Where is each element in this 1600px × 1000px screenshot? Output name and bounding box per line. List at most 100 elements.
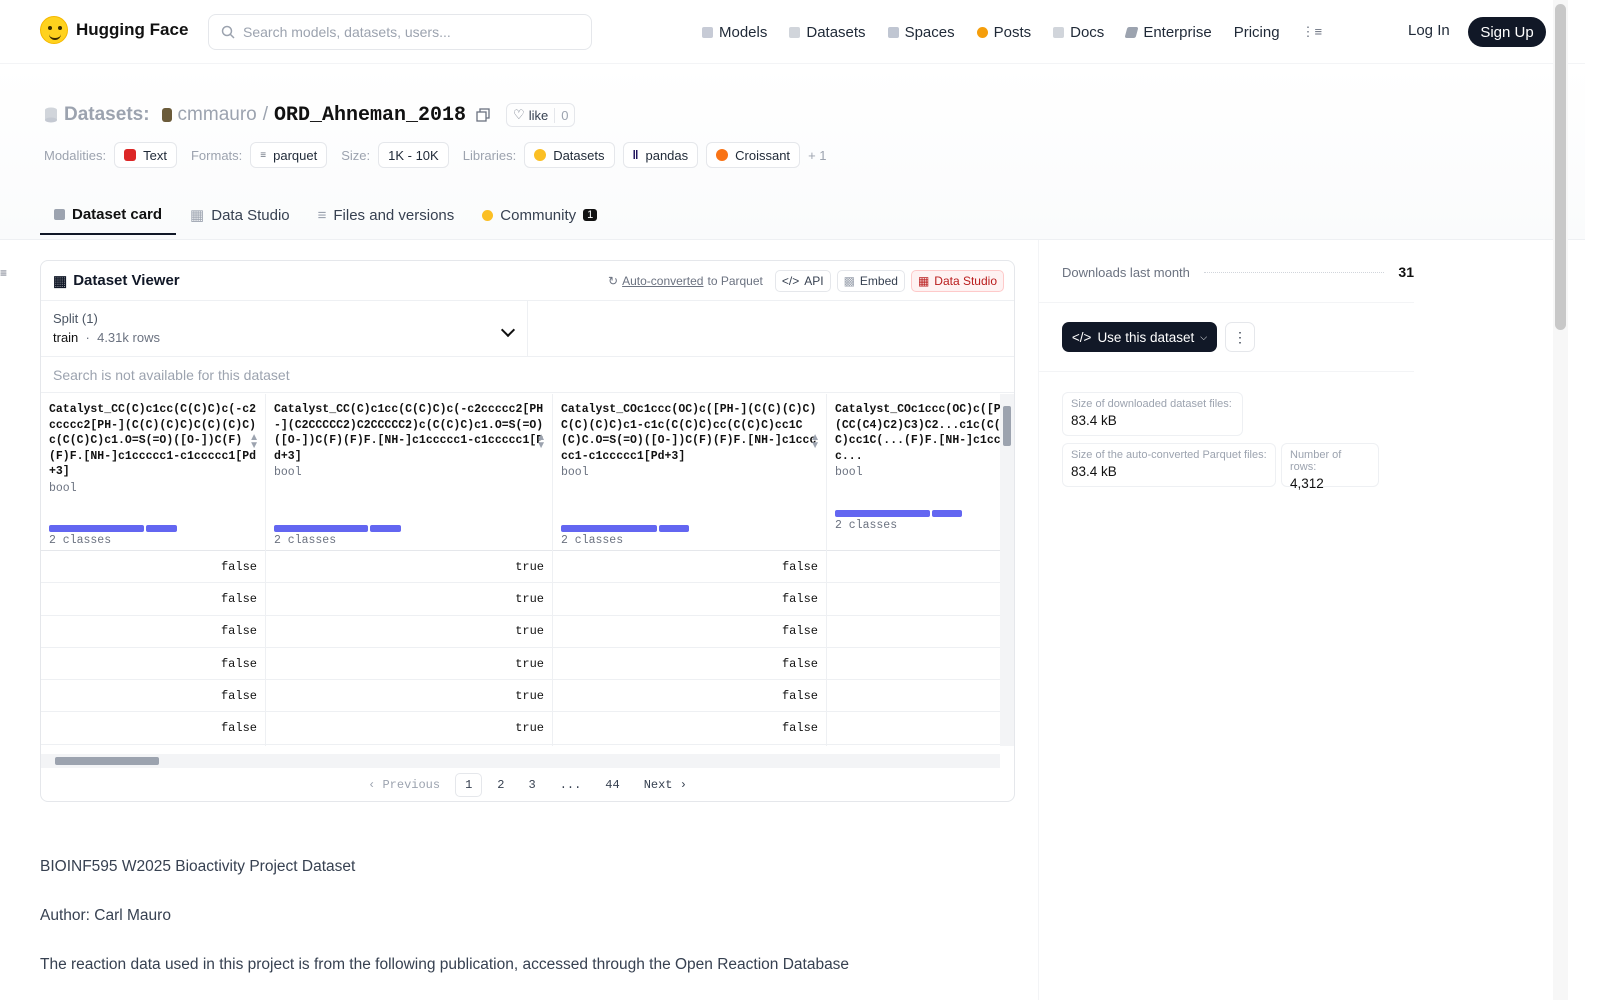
nav-datasets[interactable]: Datasets [789, 17, 866, 47]
next-page-button[interactable]: Next › [643, 778, 687, 792]
scroll-thumb[interactable] [1003, 406, 1011, 446]
table-cell[interactable]: false [553, 648, 826, 681]
more-menu-icon[interactable]: ⋮≡ [1301, 24, 1323, 39]
table-cell[interactable] [827, 680, 1000, 713]
table-cell[interactable]: false [553, 616, 826, 648]
tab-community[interactable]: Community 1 [468, 195, 611, 235]
previous-page-button[interactable]: ‹ Previous [368, 778, 441, 792]
column-header[interactable]: Catalyst_COc1ccc(OC)c([PH-](C23CC4CC(CC(… [827, 394, 1000, 551]
table-cell[interactable] [827, 583, 1000, 616]
column-classes: 2 classes [561, 534, 624, 547]
column-classes: 2 classes [835, 519, 898, 532]
search-input[interactable] [243, 24, 573, 40]
table-cell[interactable]: false [553, 583, 826, 616]
scroll-thumb[interactable] [55, 757, 159, 765]
table-cell[interactable]: true [266, 551, 552, 584]
sort-icon[interactable]: ▲ ▼ [536, 432, 546, 451]
embed-button[interactable]: ▩ Embed [836, 270, 905, 292]
class-distribution[interactable] [561, 525, 689, 532]
table-cell[interactable]: true [266, 680, 552, 713]
table-cell[interactable] [827, 616, 1000, 648]
nav-docs[interactable]: Docs [1053, 17, 1104, 47]
table-cell[interactable]: true [266, 712, 552, 745]
table-cell[interactable]: true [266, 616, 552, 648]
more-libraries[interactable]: + 1 [808, 147, 827, 163]
sidebar-toggle-icon[interactable]: ≡ [0, 266, 8, 280]
class-distribution[interactable] [835, 510, 962, 517]
nav-spaces[interactable]: Spaces [887, 17, 955, 47]
column-header[interactable]: Catalyst_COc1ccc(OC)c([PH-](C(C)(C)C)C(C… [553, 394, 826, 551]
database-icon [45, 107, 57, 123]
tab-files-versions[interactable]: ≡ Files and versions [304, 195, 469, 235]
table-cell[interactable]: false [41, 616, 265, 648]
table-cell[interactable] [827, 648, 1000, 681]
dataset-name[interactable]: ORD_Ahneman_2018 [274, 103, 467, 127]
dataset-readme: BIOINF595 W2025 Bioactivity Project Data… [40, 855, 1000, 1000]
signup-button[interactable]: Sign Up [1468, 17, 1546, 47]
page-button[interactable]: 1 [455, 773, 483, 797]
page-scroll-thumb[interactable] [1555, 4, 1566, 330]
size-tag[interactable]: 1K - 10K [378, 142, 449, 168]
owner-link[interactable]: cmmauro [177, 104, 257, 125]
page-button[interactable]: 2 [497, 778, 505, 792]
table-cell[interactable]: false [553, 712, 826, 745]
table-cell[interactable]: false [553, 551, 826, 584]
auto-converted-link[interactable]: Auto-converted [622, 274, 704, 288]
pandas-icon: ‖ [632, 148, 639, 162]
class-distribution[interactable] [49, 525, 177, 532]
table-cell[interactable] [827, 551, 1000, 584]
nav-enterprise[interactable]: Enterprise [1124, 17, 1212, 47]
table-cell[interactable]: false [41, 583, 265, 616]
table-cell[interactable]: false [41, 551, 265, 584]
library-tag-datasets[interactable]: Datasets [524, 142, 615, 168]
posts-icon [976, 26, 988, 38]
page-button[interactable]: 44 [605, 778, 620, 792]
more-options-button[interactable]: ⋮ [1225, 322, 1255, 352]
column-0: Catalyst_CC(C)c1cc(C(C)C)c(-c2ccccc2[PH-… [41, 394, 266, 746]
column-header[interactable]: Catalyst_CC(C)c1cc(C(C)C)c(-c2ccccc2[PH-… [266, 394, 552, 551]
table-cell[interactable]: false [553, 680, 826, 713]
format-tag[interactable]: ≡ parquet [250, 142, 328, 168]
search-box[interactable] [208, 14, 592, 50]
column-name: Catalyst_CC(C)c1cc(C(C)C)c(-c2ccccc2[PH-… [49, 403, 257, 478]
dataset-card-icon [54, 208, 65, 220]
split-select[interactable]: Split (1) train · 4.31k rows [41, 301, 528, 356]
data-studio-button[interactable]: ▦ Data Studio [910, 270, 1004, 292]
nav-posts[interactable]: Posts [976, 17, 1031, 47]
login-link[interactable]: Log In [1408, 22, 1450, 39]
use-dataset-button[interactable]: </> Use this dataset ⌵ [1062, 322, 1217, 352]
section-label[interactable]: Datasets: [64, 104, 150, 125]
vertical-scrollbar[interactable] [1000, 394, 1014, 746]
like-button[interactable]: ♡ like 0 [506, 103, 576, 127]
nav-docs-label: Docs [1070, 23, 1105, 41]
library-tag-croissant[interactable]: Croissant [706, 142, 801, 168]
sort-icon[interactable]: ▲ ▼ [249, 432, 259, 451]
stat-label: Number of rows: [1290, 449, 1342, 473]
sort-icon[interactable]: ▲ ▼ [810, 432, 820, 451]
copy-icon[interactable] [476, 108, 490, 122]
tab-data-studio[interactable]: ▦ Data Studio [176, 195, 304, 235]
size-text: 1K - 10K [388, 147, 439, 163]
api-button[interactable]: </> API [774, 270, 831, 292]
stat-value: 4,312 [1290, 476, 1324, 491]
brand-logo[interactable]: Hugging Face [40, 16, 188, 44]
modality-tag[interactable]: Text [114, 142, 177, 168]
column-type: bool [835, 466, 863, 479]
column-header[interactable]: Catalyst_CC(C)c1cc(C(C)C)c(-c2ccccc2[PH-… [41, 394, 265, 551]
table-cell[interactable]: false [41, 648, 265, 681]
table-cell[interactable] [827, 712, 1000, 745]
nav-models[interactable]: Models [702, 17, 767, 47]
split-row: Split (1) train · 4.31k rows [41, 301, 1014, 357]
horizontal-scrollbar[interactable] [41, 754, 1000, 768]
class-distribution[interactable] [274, 525, 401, 532]
page-button[interactable]: 3 [528, 778, 536, 792]
table-cell[interactable]: true [266, 648, 552, 681]
table-cell[interactable]: false [41, 680, 265, 713]
table-cell[interactable]: true [266, 583, 552, 616]
tab-dataset-card[interactable]: Dataset card [40, 195, 177, 235]
refresh-icon: ↻ [608, 274, 619, 288]
nav-pricing[interactable]: Pricing [1234, 17, 1280, 47]
table-cell[interactable]: false [41, 712, 265, 745]
page-scrollbar[interactable] [1553, 0, 1568, 1000]
library-tag-pandas[interactable]: ‖ pandas [622, 142, 699, 168]
